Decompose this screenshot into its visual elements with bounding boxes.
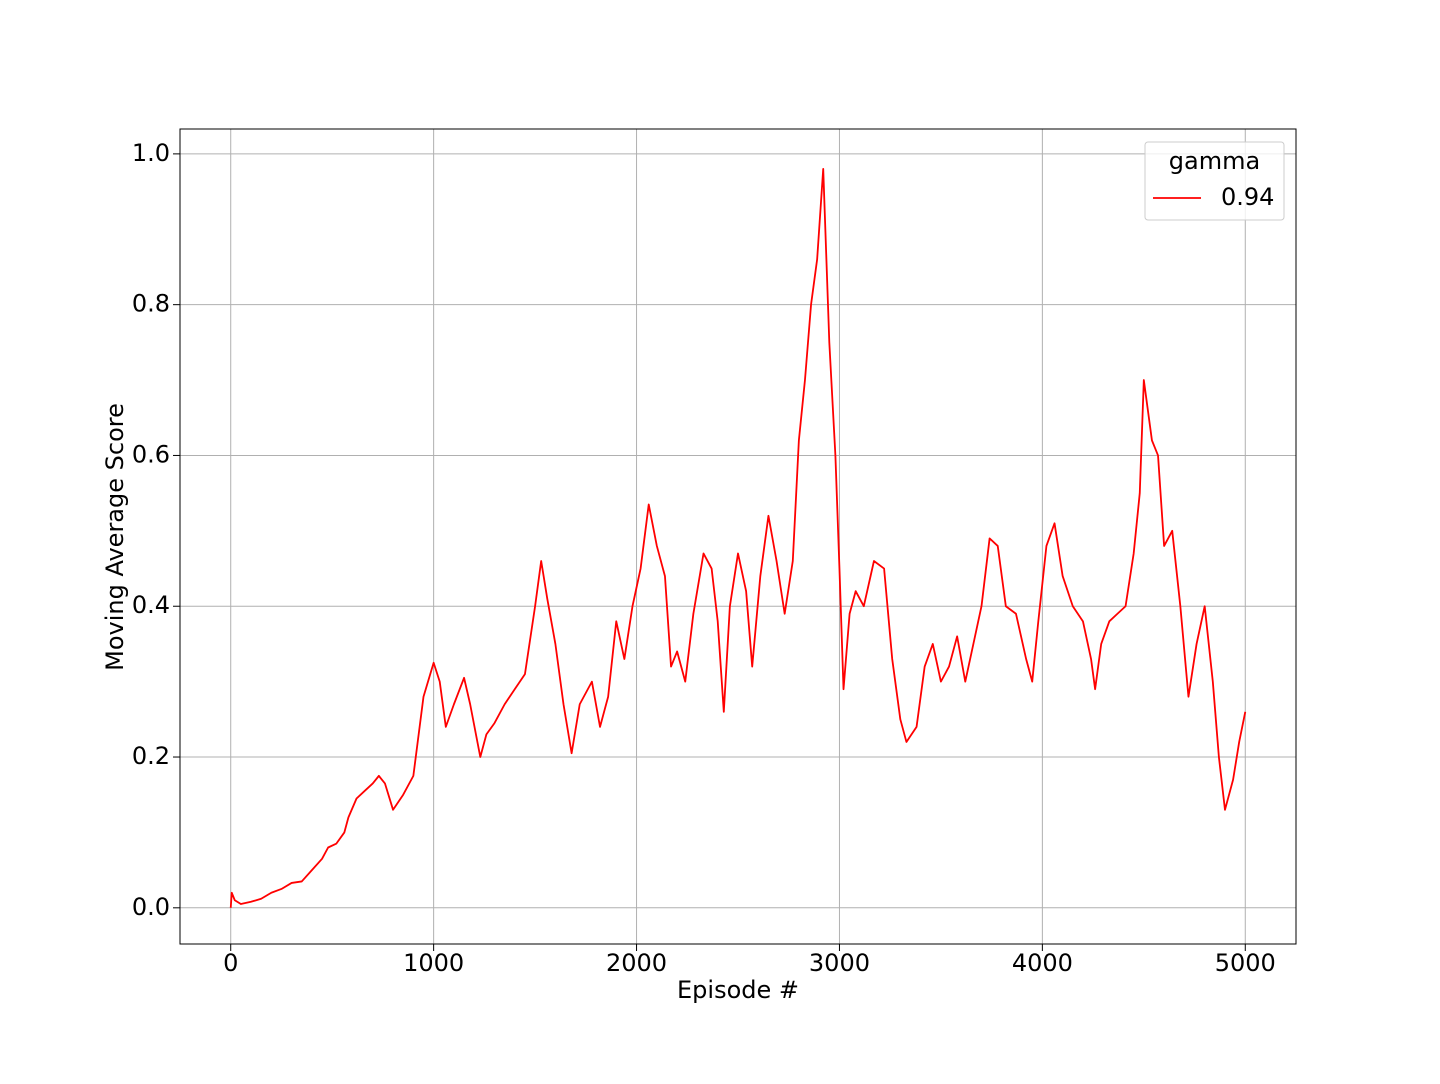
plot-frame	[179, 128, 1297, 945]
x-tick-label: 5000	[1215, 949, 1276, 977]
x-tick-label: 2000	[606, 949, 667, 977]
y-tick-label: 0.8	[132, 290, 170, 318]
y-tick-label: 0.6	[132, 440, 170, 468]
x-tick-label: 0	[223, 949, 238, 977]
line-series	[229, 168, 1247, 908]
legend-title: gamma	[1169, 147, 1260, 175]
y-tick-label: 1.0	[132, 139, 170, 167]
y-tick-label: 0.0	[132, 893, 170, 921]
y-axis-label: Moving Average Score	[101, 403, 129, 671]
x-axis-label: Episode #	[677, 976, 799, 1004]
y-tick-label: 0.4	[132, 591, 170, 619]
x-tick-label: 4000	[1012, 949, 1073, 977]
y-tick-label: 0.2	[132, 742, 170, 770]
x-tick-label: 3000	[809, 949, 870, 977]
legend-box	[1144, 141, 1285, 221]
x-tick-label: 1000	[403, 949, 464, 977]
legend-label: 0.94	[1221, 183, 1274, 211]
